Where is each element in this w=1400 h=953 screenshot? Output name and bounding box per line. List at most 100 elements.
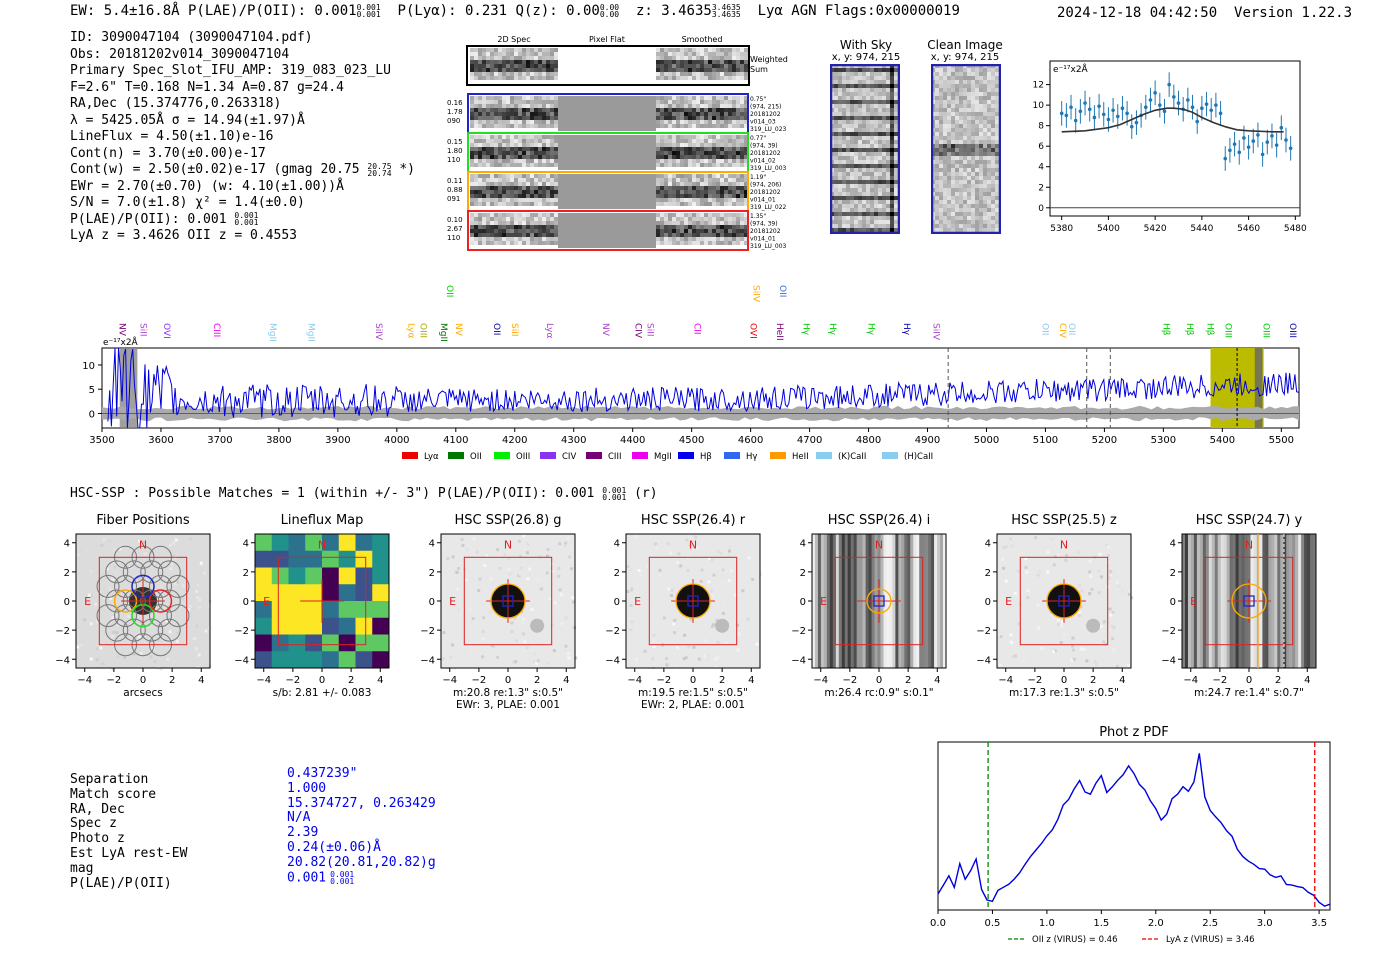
zoom-point [1260,152,1265,157]
cutout-xtick-label: 4 [748,675,754,686]
cutout-noise [122,655,126,659]
ccd-pixel [874,72,878,76]
ccd-pixel [979,76,983,80]
ccd-pixel [834,80,838,84]
spec-legend-label: MgII [654,452,672,462]
ccd-pixel [894,176,898,180]
ccd-pixel [854,168,858,172]
cutout-noise [465,548,469,552]
ccd-pixel [971,104,975,108]
ccd-pixel [886,76,890,80]
ccd-pixel [878,104,882,108]
compass-north: N [139,539,147,552]
cutout-ytick-label: −2 [420,626,435,637]
cutout-noise [1022,659,1026,663]
ccd-pixel [838,164,842,168]
cutout-noise [104,557,108,561]
ccd-pixel [983,188,987,192]
ccd-pixel [963,68,967,72]
cutout-noise [1078,613,1082,617]
ccd-pixel [963,220,967,224]
ccd-pixel [947,144,951,148]
ccd-pixel [995,116,999,120]
ccd-pixel [951,164,955,168]
zoom-point [1209,108,1214,113]
ccd-pixel [987,176,991,180]
ccd-pixel [967,192,971,196]
aperture-box [834,556,924,646]
ccd-pixel [846,88,850,92]
cutout-noise [1036,573,1040,577]
neighbor-blob [530,618,545,633]
cutout-noise [1111,637,1115,641]
spec-line-label: Hγ [866,323,876,336]
ccd-pixel [967,88,971,92]
ccd-pixel [874,124,878,128]
zoom-point [1158,103,1162,107]
cutout-noise [1071,644,1075,648]
ccd-pixel [979,108,983,112]
ccd-pixel [975,120,979,124]
cutout-noise [1105,543,1109,547]
cutout-noise [652,665,656,669]
ccd-pixel [979,172,983,176]
ccd-pixel [854,88,858,92]
cutout-ytick-label: 4 [64,539,70,550]
cutout-noise [626,565,630,569]
ccd-pixel [935,92,939,96]
cutout-noise [564,644,568,648]
ccd-pixel [955,80,959,84]
ccd-pixel [866,168,870,172]
cutout-xtick-label: 4 [377,675,383,686]
ccd-pixel [987,200,991,204]
fiber-row-left-label: 0.15 [447,138,463,146]
cutout-noise [1103,657,1107,661]
cutout-noise [670,588,674,592]
ccd-pixel [890,168,894,172]
cutout-noise [195,589,199,593]
cutout-noise [1059,641,1063,645]
ccd-pixel [967,96,971,100]
ccd-pixel [834,120,838,124]
lineflux-pixel [355,584,373,602]
ccd-pixel [850,88,854,92]
ccd-pixel [951,108,955,112]
ccd-pixel [878,196,882,200]
cutout-noise [720,574,724,578]
ccd-pixel [979,140,983,144]
spec-ytick-label: 0 [89,409,95,420]
cutout-noise [510,630,514,634]
cutout-noise [700,617,704,621]
cutout-noise [1071,648,1075,652]
cutout-ytick-label: 0 [429,597,435,608]
lineflux-pixel [271,567,289,585]
ccd-pixel [854,100,858,104]
ccd-pixel [878,108,882,112]
ccd-pixel [983,164,987,168]
cutout-noise [721,611,725,615]
info-lines: ID: 3090047104 (3090047104.pdf) Obs: 2018… [70,30,415,162]
ccd-pixel [886,128,890,132]
cutout-title: HSC SSP(25.5) z [1011,513,1117,528]
lineflux-pixel [322,601,340,619]
ccd-pixel [983,168,987,172]
cutout-noise [514,639,518,643]
header-z: z: 3.4635 [635,3,712,19]
cutout-title: Lineflux Map [280,513,364,528]
ccd-pixel [858,160,862,164]
ccd-pixel [874,116,878,120]
cutout-noise [522,534,526,538]
pdf-xtick-label: 0.5 [984,918,1000,929]
cutout-noise [174,582,178,586]
ccd-pixel [862,108,866,112]
match-stat-value: N/A [287,810,311,826]
cutout-noise [172,554,176,558]
pdf-xtick-label: 1.0 [1039,918,1055,929]
cutout-noise [176,631,180,635]
ccd-pixel [850,220,854,224]
cutout-noise [532,660,536,664]
ccd-pixel [850,148,854,152]
ccd-pixel [943,144,947,148]
cutout-noise [1001,566,1005,570]
ccd-pixel [886,160,890,164]
